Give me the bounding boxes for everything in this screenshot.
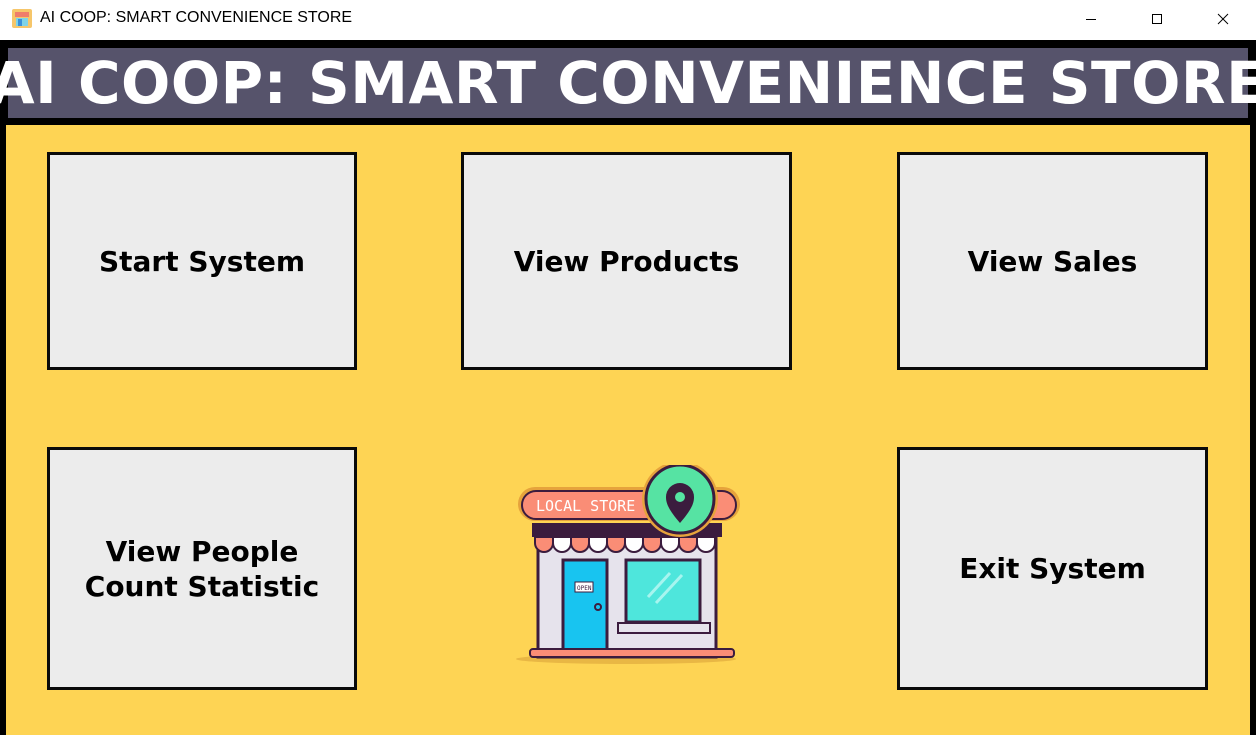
view-people-label-line2: Count Statistic xyxy=(84,569,320,603)
main-menu-panel: Start System View Products View Sales Vi… xyxy=(6,125,1250,735)
exit-system-button[interactable]: Exit System xyxy=(897,447,1208,690)
view-sales-label: View Sales xyxy=(967,244,1138,278)
start-system-label: Start System xyxy=(98,244,306,278)
window-title-bar[interactable]: AI COOP: SMART CONVENIENCE STORE xyxy=(0,0,1256,38)
door-sign-text: OPEN xyxy=(577,585,592,592)
app-header: AI COOP: SMART CONVENIENCE STORE xyxy=(0,48,1256,118)
view-products-button[interactable]: View Products xyxy=(461,152,792,370)
start-system-button[interactable]: Start System xyxy=(47,152,357,370)
view-sales-button[interactable]: View Sales xyxy=(897,152,1208,370)
close-icon xyxy=(1217,13,1229,25)
view-people-label-line1: View People xyxy=(105,534,299,568)
page-title: AI COOP: SMART CONVENIENCE STORE xyxy=(0,49,1256,117)
view-products-label: View Products xyxy=(513,244,740,278)
app-icon xyxy=(12,9,32,28)
close-button[interactable] xyxy=(1190,0,1256,38)
window-title: AI COOP: SMART CONVENIENCE STORE xyxy=(40,9,353,26)
maximize-button[interactable] xyxy=(1124,0,1190,38)
store-location-icon: LOCAL STORE OPEN xyxy=(516,465,740,664)
exit-system-label: Exit System xyxy=(959,552,1146,585)
app-window: AI COOP: SMART CONVENIENCE STORE Start S… xyxy=(0,40,1256,735)
minimize-button[interactable] xyxy=(1058,0,1124,38)
minimize-icon xyxy=(1086,19,1096,20)
store-sign-text: LOCAL STORE xyxy=(536,497,635,515)
maximize-icon xyxy=(1152,14,1162,24)
view-people-count-label: View People Count Statistic xyxy=(85,534,319,604)
view-people-count-button[interactable]: View People Count Statistic xyxy=(47,447,357,690)
